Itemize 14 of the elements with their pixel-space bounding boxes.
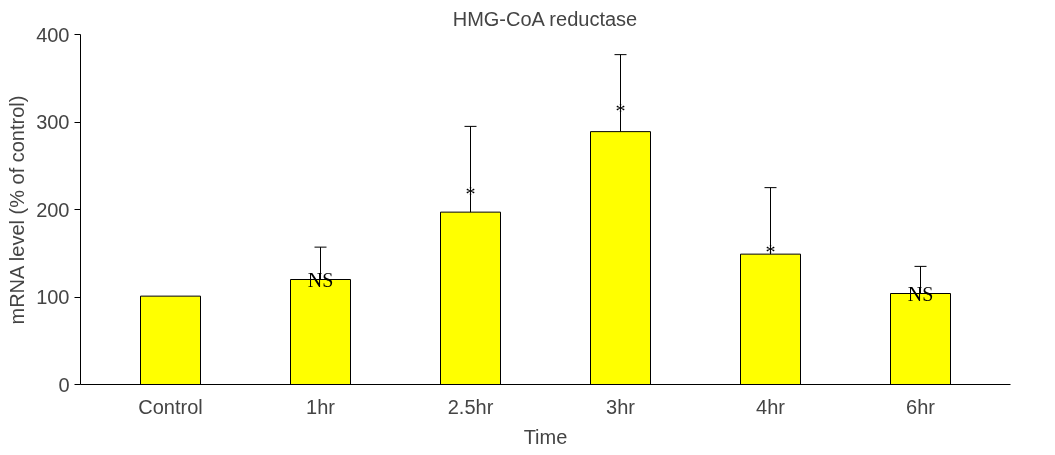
x-tick-label: 3hr [606, 395, 636, 418]
x-tick-label: Control [138, 395, 203, 418]
x-tick-label: 4hr [756, 395, 786, 418]
x-tick-label: 6hr [906, 395, 936, 418]
y-axis-title: mRNA level (% of control) [6, 95, 29, 325]
x-tick-label: 1hr [306, 395, 336, 418]
y-tick-label: 200 [36, 198, 70, 221]
y-tick-label: 300 [36, 111, 70, 133]
chart-title: HMG-CoA reductase [452, 7, 638, 30]
y-tick-label: 100 [36, 286, 70, 308]
y-tick-label: 400 [36, 23, 70, 46]
x-axis-title: Time [523, 425, 568, 448]
y-tick-label: 0 [58, 373, 70, 396]
x-tick-label: 2.5hr [447, 395, 494, 418]
